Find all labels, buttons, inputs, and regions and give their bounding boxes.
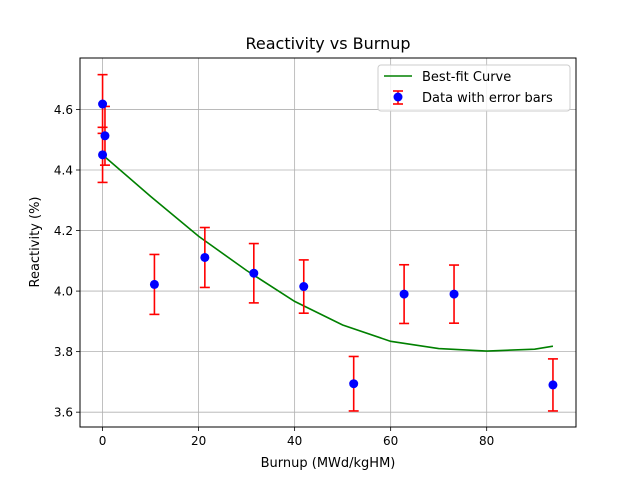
best-fit-curve-layer: [102, 154, 554, 352]
legend-label-curve: Best-fit Curve: [422, 70, 511, 85]
data-point: [98, 99, 108, 109]
y-tick-label: 4.2: [54, 224, 73, 238]
best-fit-curve: [102, 154, 554, 352]
data-point: [249, 268, 259, 278]
y-tick-label: 3.6: [54, 406, 73, 420]
y-tick-label: 4.6: [54, 103, 73, 117]
data-point: [100, 131, 110, 141]
data-point: [449, 289, 459, 299]
legend-point-swatch: [393, 92, 403, 102]
chart-title: Reactivity vs Burnup: [245, 34, 410, 53]
x-tick-label: 40: [287, 434, 302, 448]
plot-frame: [79, 57, 577, 428]
data-point: [299, 282, 309, 292]
data-point: [98, 150, 108, 160]
x-tick-label: 60: [383, 434, 398, 448]
legend-label-data: Data with error bars: [422, 91, 553, 106]
x-axis-label: Burnup (MWd/kgHM): [261, 456, 396, 471]
data-point: [149, 279, 159, 289]
data-point: [399, 289, 409, 299]
y-tick-label: 3.8: [54, 345, 73, 359]
x-tick-label: 80: [479, 434, 494, 448]
data-point: [548, 380, 558, 390]
data-point: [349, 379, 359, 389]
y-tick-label: 4.4: [54, 164, 73, 178]
data-points-layer: [98, 99, 558, 390]
legend-box: [377, 64, 571, 112]
x-tick-label: 20: [191, 434, 206, 448]
y-axis-label: Reactivity (%): [28, 197, 43, 288]
data-point: [200, 252, 210, 262]
y-tick-label: 4.0: [54, 285, 73, 299]
axis-ticks: 0 20 40 60 80 3.6 3.8 4.0 4.2 4.4 4.6: [54, 103, 494, 448]
legend: Best-fit Curve Data with error bars: [377, 64, 571, 112]
x-tick-label: 0: [99, 434, 107, 448]
